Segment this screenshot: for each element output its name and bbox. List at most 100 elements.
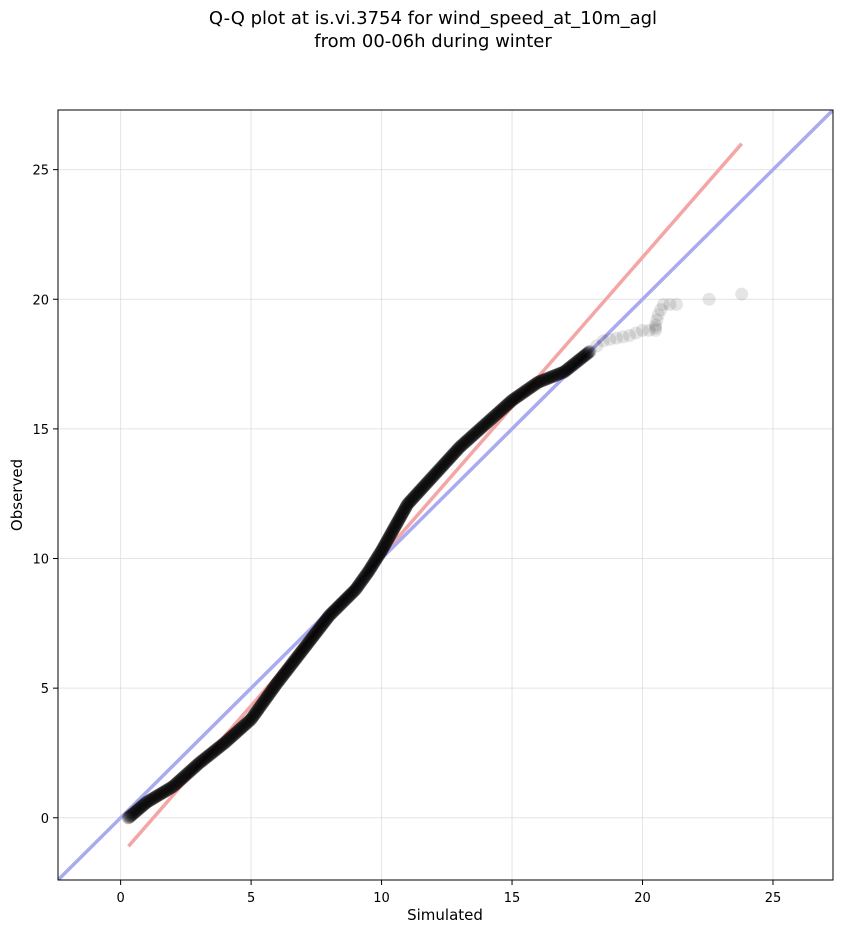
data-point (307, 629, 321, 643)
data-point (305, 631, 319, 645)
data-point (363, 562, 377, 576)
data-point (553, 366, 567, 380)
data-point (516, 386, 530, 400)
data-point (156, 786, 170, 800)
data-point (335, 596, 349, 610)
data-point (294, 646, 308, 660)
data-point (175, 772, 189, 786)
data-point (195, 754, 209, 768)
data-point (171, 775, 185, 789)
data-point (253, 699, 267, 713)
data-point (262, 688, 276, 702)
data-point (301, 637, 315, 651)
data-point (482, 414, 496, 428)
data-point (270, 676, 284, 690)
data-point (396, 506, 410, 520)
data-point (234, 721, 248, 735)
data-point (190, 758, 204, 772)
data-point (566, 358, 580, 372)
data-point (172, 774, 186, 788)
data-point (258, 692, 272, 706)
data-point (465, 429, 479, 443)
data-point (603, 332, 617, 346)
data-point (366, 557, 380, 571)
data-point (341, 590, 355, 604)
data-point (380, 534, 394, 548)
data-point (295, 643, 309, 657)
data-point (475, 421, 489, 435)
data-point (275, 670, 289, 684)
data-point (650, 313, 664, 327)
data-point (256, 696, 270, 710)
grid-lines (58, 110, 833, 880)
data-point (388, 520, 402, 534)
data-point (355, 574, 369, 588)
data-point (410, 487, 424, 501)
data-point (411, 485, 425, 499)
data-point (538, 372, 552, 386)
data-point (198, 752, 212, 766)
data-point (279, 665, 293, 679)
data-point (433, 462, 447, 476)
data-point (545, 370, 559, 384)
data-point (496, 401, 510, 415)
data-point (415, 481, 429, 495)
data-point (141, 794, 155, 808)
data-point (342, 589, 356, 603)
data-point (210, 742, 224, 756)
data-point (463, 431, 477, 445)
data-point (277, 667, 291, 681)
data-point (382, 530, 396, 544)
data-point (422, 474, 436, 488)
data-point (269, 678, 283, 692)
data-point (574, 351, 588, 365)
data-point (636, 323, 650, 337)
data-point (519, 383, 533, 397)
data-point (328, 603, 342, 617)
data-point (290, 650, 304, 664)
data-point (322, 609, 336, 623)
data-point (233, 722, 247, 736)
data-point (490, 407, 504, 421)
data-point (500, 398, 514, 412)
x-tick-label: 5 (247, 891, 255, 906)
data-point (337, 594, 351, 608)
data-point (451, 442, 465, 456)
data-point (254, 698, 268, 712)
data-point (161, 783, 175, 797)
data-point (501, 397, 515, 411)
data-point (200, 750, 214, 764)
data-point (472, 423, 486, 437)
data-point (258, 694, 272, 708)
y-tick-label: 10 (32, 553, 49, 568)
data-point (405, 492, 419, 506)
data-point (321, 611, 335, 625)
data-point (464, 430, 478, 444)
data-point (394, 509, 408, 523)
data-point (397, 504, 411, 518)
data-point (345, 586, 359, 600)
data-point (251, 703, 265, 717)
data-point (287, 655, 301, 669)
data-point (390, 515, 404, 529)
data-point (570, 355, 584, 369)
data-point (374, 545, 388, 559)
data-point (406, 491, 420, 505)
data-point (129, 804, 143, 818)
data-point (239, 717, 253, 731)
data-point (327, 604, 341, 618)
data-point (401, 497, 415, 511)
data-point (241, 715, 255, 729)
data-point (322, 610, 336, 624)
data-point (578, 349, 592, 363)
data-point (142, 794, 156, 808)
data-point (207, 745, 221, 759)
data-point (546, 369, 560, 383)
data-point (194, 755, 208, 769)
data-point (332, 599, 346, 613)
data-point (183, 764, 197, 778)
data-point (495, 402, 509, 416)
data-point (409, 488, 423, 502)
data-point (590, 339, 604, 353)
